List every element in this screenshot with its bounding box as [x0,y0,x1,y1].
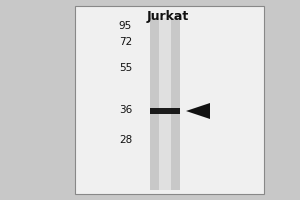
Bar [150,108,180,114]
Bar [159,18,171,190]
Text: 95: 95 [119,21,132,31]
Bar [75,6,264,194]
Text: Jurkat: Jurkat [147,10,189,23]
Polygon shape [186,103,210,119]
Text: 36: 36 [119,105,132,115]
Text: 55: 55 [119,63,132,73]
Bar [150,18,180,190]
Text: 72: 72 [119,37,132,47]
Text: 28: 28 [119,135,132,145]
